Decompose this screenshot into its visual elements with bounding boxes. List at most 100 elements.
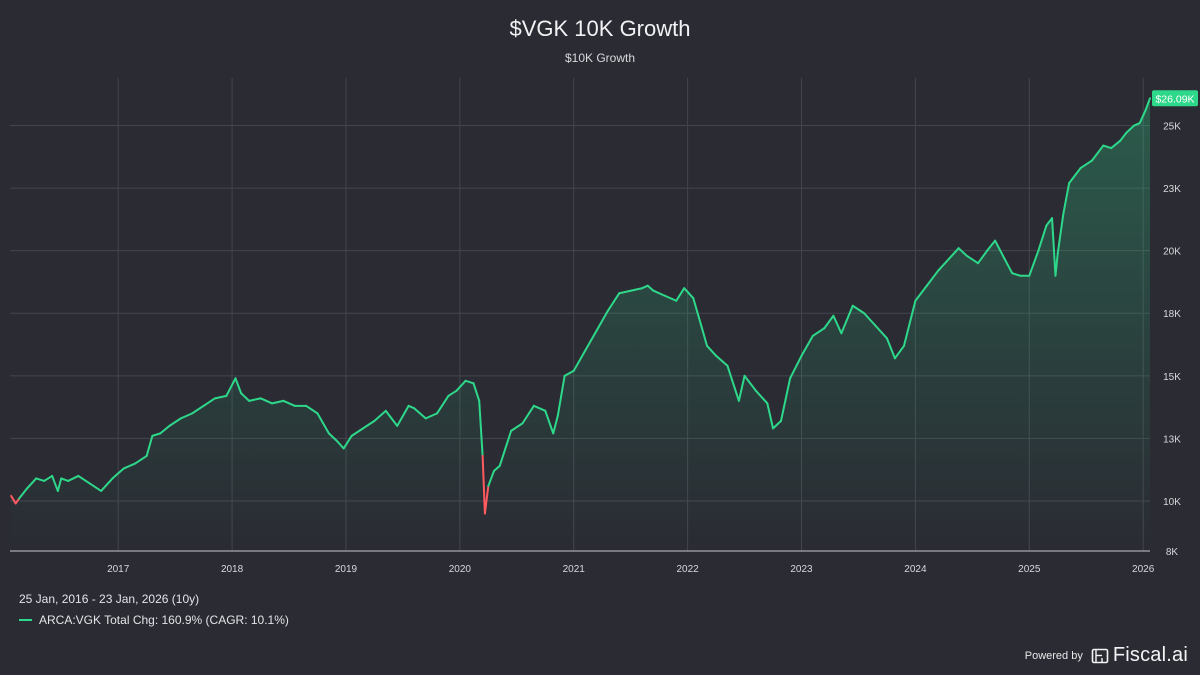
y-tick-label: 18K (1163, 309, 1181, 320)
series-line-segment (100, 477, 114, 492)
series-line-segment (413, 407, 427, 420)
series-line-segment (407, 404, 416, 410)
series-line-segment (705, 344, 718, 357)
series-line-segment (572, 349, 587, 372)
series-line-segment (823, 314, 835, 330)
series-line-segment (464, 379, 475, 385)
series-line-segment (1144, 97, 1151, 112)
legend[interactable]: ARCA:VGK Total Chg: 160.9% (CAGR: 10.1%) (19, 613, 289, 627)
series-line-segment (618, 289, 632, 295)
series-line-segment (51, 474, 59, 492)
area-layer (11, 98, 1150, 552)
series-line-segment (683, 287, 695, 300)
series-line-segment (424, 412, 439, 420)
series-line-segment (903, 299, 917, 347)
series-line-segment (455, 379, 467, 392)
series-line-segment (652, 289, 666, 297)
series-line-segment (552, 414, 559, 435)
series-line-segment (14, 497, 21, 505)
series-line-segment (67, 474, 80, 482)
series-line-segment (914, 284, 928, 302)
series-line-segment (532, 404, 547, 412)
series-line-segment (1028, 249, 1040, 277)
series-line-segment (606, 292, 621, 312)
series-line-segment (743, 374, 757, 392)
series-line-segment (1079, 159, 1093, 170)
series-line-segment (487, 469, 496, 487)
series-line-segment (234, 377, 243, 395)
series-line-segment (134, 454, 148, 465)
series-line-segment (316, 412, 330, 435)
axis-layer: 8K 10K 13K 15K 18K 20K 23K 25K 2017 2018 2019 2020 2… (10, 122, 1181, 575)
series-line-segment (789, 354, 803, 380)
brand[interactable]: Powered by Fiscal.ai (1025, 644, 1188, 667)
series-line-segment (726, 364, 740, 402)
series-line-segment (925, 269, 940, 287)
y-tick-label: 13K (1163, 434, 1181, 445)
series-area (11, 98, 1150, 552)
series-line-segment (715, 354, 729, 367)
series-line-segment (700, 324, 708, 347)
y-tick-label: 25K (1163, 122, 1181, 133)
series-line-segment (202, 397, 216, 407)
series-line-segment (77, 474, 91, 485)
series-line-segment (483, 484, 490, 515)
series-line-segment (754, 389, 769, 405)
series-line-segment (191, 404, 205, 415)
series-line-segment (646, 284, 655, 292)
series-line-segment (851, 304, 866, 315)
series-line-segment (56, 477, 63, 492)
series-line-segment (240, 392, 251, 402)
series-line-segment (447, 389, 458, 397)
series-line-segment (885, 337, 896, 360)
series-line-segment (436, 394, 450, 415)
y-tick-label: 8K (1166, 547, 1179, 558)
series-line-segment (498, 429, 513, 467)
series-line-segment (675, 287, 686, 302)
series-line-segment (396, 404, 410, 427)
line-layer (10, 97, 1151, 515)
series-line-segment (493, 464, 501, 472)
series-line-segment (10, 494, 17, 505)
x-tick-label: 2017 (107, 564, 130, 575)
x-tick-label: 2023 (790, 564, 813, 575)
x-tick-label: 2024 (904, 564, 927, 575)
series-line-segment (1003, 257, 1014, 275)
chart-title: $VGK 10K Growth (509, 16, 691, 41)
series-line-segment (43, 474, 54, 482)
series-line-segment (1068, 167, 1082, 185)
y-tick-label: 23K (1163, 184, 1181, 195)
series-line-segment (663, 294, 678, 302)
x-tick-label: 2018 (221, 564, 244, 575)
fiscal-logo-icon (1091, 648, 1109, 663)
series-line-segment (270, 399, 285, 405)
series-line-segment (1133, 122, 1141, 127)
series-line-segment (1045, 217, 1054, 227)
x-tick-label: 2021 (563, 564, 586, 575)
series-line-segment (1037, 224, 1048, 252)
series-line-segment (737, 374, 746, 402)
series-line-segment (88, 482, 103, 492)
series-line-segment (863, 312, 877, 327)
x-tick-label: 2026 (1132, 564, 1155, 575)
series-line-segment (563, 369, 575, 377)
series-line-segment (327, 432, 338, 442)
brand-name: Fiscal.ai (1112, 644, 1188, 666)
series-line-segment (1119, 132, 1128, 142)
series-line-segment (629, 287, 644, 292)
series-line-segment (18, 487, 29, 500)
series-line-segment (1011, 272, 1022, 277)
series-line-segment (335, 439, 345, 450)
series-line-segment (1138, 109, 1147, 125)
y-tick-label: 20K (1163, 247, 1181, 258)
y-tick-label: 10K (1163, 497, 1181, 508)
series-line-segment (225, 377, 237, 397)
legend-label: ARCA:VGK Total Chg: 160.9% (CAGR: 10.1%) (39, 613, 289, 627)
series-line-segment (35, 477, 46, 482)
series-line-segment (1102, 144, 1113, 150)
series-line-segment (145, 434, 154, 457)
last-value-label: $26.09K (1155, 93, 1194, 105)
series-line-segment (840, 304, 854, 335)
series-line-segment (472, 382, 481, 402)
series-line-segment (213, 394, 228, 400)
